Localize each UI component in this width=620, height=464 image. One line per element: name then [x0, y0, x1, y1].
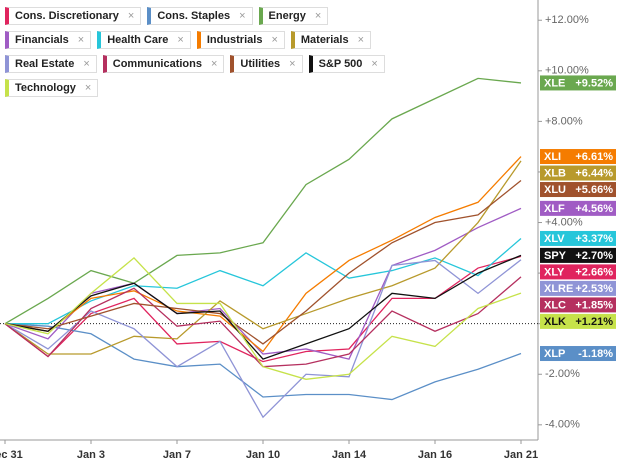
legend-label: Cons. Discretionary — [15, 10, 119, 22]
x-tick-label: Jan 16 — [418, 449, 452, 461]
end-label-value: +2.53% — [575, 283, 613, 295]
end-label-value: -1.18% — [578, 348, 613, 360]
legend-label: Cons. Staples — [157, 10, 231, 22]
legend-item[interactable]: Cons. Discretionary × — [5, 7, 142, 25]
x-tick-label: Jan 21 — [504, 449, 538, 461]
y-tick-label: +8.00% — [545, 115, 583, 127]
end-label-ticker: XLC — [544, 299, 566, 311]
remove-button[interactable]: × — [127, 10, 135, 22]
legend-label: Financials — [15, 34, 69, 46]
remove-button[interactable]: × — [357, 34, 365, 46]
end-label — [540, 165, 616, 181]
end-label — [540, 75, 616, 91]
x-tick-label: Dec 31 — [0, 449, 23, 461]
remove-button[interactable]: × — [210, 58, 218, 70]
x-tick-label: Jan 14 — [332, 449, 367, 461]
end-label-value: +6.44% — [575, 167, 613, 179]
end-label-value: +1.85% — [575, 299, 613, 311]
end-label — [540, 247, 616, 263]
end-label-value: +3.37% — [575, 233, 613, 245]
y-tick-label: -4.00% — [545, 419, 580, 431]
remove-button[interactable]: × — [83, 58, 90, 70]
end-label-ticker: XLF — [544, 203, 565, 215]
remove-button[interactable]: × — [271, 34, 278, 46]
series-line — [4, 77, 522, 325]
series-line — [5, 237, 522, 325]
end-label-ticker: XLP — [544, 348, 565, 360]
series-line — [4, 323, 522, 401]
end-label-ticker: XLU — [544, 184, 566, 196]
end-label-value: +9.52% — [575, 77, 613, 89]
legend-label: Energy — [268, 10, 306, 22]
legend: Cons. Discretionary × Cons. Staples × Energy… — [5, 7, 405, 97]
legend-item[interactable]: Financials × — [5, 31, 92, 49]
end-label — [540, 313, 616, 329]
legend-item[interactable]: Cons. Staples × — [147, 7, 253, 25]
legend-label: Technology — [15, 82, 76, 94]
remove-button[interactable]: × — [84, 82, 92, 94]
end-label — [540, 149, 616, 165]
series-line — [4, 207, 522, 360]
end-label-ticker: XLK — [544, 316, 566, 328]
legend-label: Utilities — [240, 58, 281, 70]
end-label-value: +2.70% — [575, 250, 613, 262]
legend-item[interactable]: Energy × — [258, 7, 329, 25]
y-tick-label: +4.00% — [545, 216, 583, 228]
end-label-ticker: XLV — [544, 233, 565, 245]
remove-button[interactable]: × — [289, 58, 296, 70]
x-tick-label: Jan 10 — [246, 449, 280, 461]
end-label-ticker: XLY — [544, 266, 565, 278]
legend-label: S&P 500 — [318, 58, 363, 70]
legend-item[interactable]: Communications × — [102, 55, 225, 73]
x-tick-label: Jan 3 — [77, 449, 105, 461]
legend-item[interactable]: S&P 500 × — [308, 55, 385, 73]
end-label — [540, 182, 616, 198]
end-label-value: +5.66% — [575, 184, 613, 196]
end-label — [540, 297, 616, 313]
legend-item[interactable]: Health Care × — [97, 31, 191, 49]
x-tick-label: Jan 7 — [163, 449, 191, 461]
remove-button[interactable]: × — [371, 58, 378, 70]
end-label-ticker: XLE — [544, 77, 565, 89]
series-line — [4, 259, 522, 419]
y-tick-label: -2.00% — [545, 368, 580, 380]
series-line — [4, 255, 522, 363]
legend-label: Industrials — [206, 34, 263, 46]
legend-label: Health Care — [107, 34, 169, 46]
series-line — [4, 160, 522, 355]
end-label — [540, 200, 616, 216]
series-line — [4, 180, 522, 345]
end-label — [540, 280, 616, 296]
remove-button[interactable]: × — [239, 10, 246, 22]
end-label-ticker: XLI — [544, 151, 561, 163]
end-label — [540, 230, 616, 246]
legend-label: Materials — [300, 34, 349, 46]
end-label-value: +4.56% — [575, 203, 613, 215]
legend-item[interactable]: Industrials × — [196, 31, 285, 49]
end-label-value: +2.66% — [575, 266, 613, 278]
end-label-value: +1.21% — [575, 316, 613, 328]
y-tick-label: +10.00% — [545, 65, 589, 77]
remove-button[interactable]: × — [177, 34, 184, 46]
series-line — [4, 254, 522, 360]
legend-item[interactable]: Materials × — [290, 31, 372, 49]
end-label-ticker: XLRE — [544, 283, 573, 295]
y-tick-label: +12.00% — [545, 14, 589, 26]
end-label-value: +6.61% — [575, 151, 613, 163]
series-line — [4, 156, 522, 353]
series-line — [4, 257, 522, 380]
legend-item[interactable]: Real Estate × — [5, 55, 97, 73]
end-label — [540, 346, 616, 362]
end-label — [540, 264, 616, 280]
remove-button[interactable]: × — [314, 10, 322, 22]
remove-button[interactable]: × — [77, 34, 85, 46]
legend-item[interactable]: Utilities × — [230, 55, 303, 73]
legend-item[interactable]: Technology × — [5, 79, 99, 97]
end-label-ticker: SPY — [544, 250, 567, 262]
legend-label: Real Estate — [15, 58, 75, 70]
legend-label: Communications — [112, 58, 202, 70]
end-label-ticker: XLB — [544, 167, 566, 179]
